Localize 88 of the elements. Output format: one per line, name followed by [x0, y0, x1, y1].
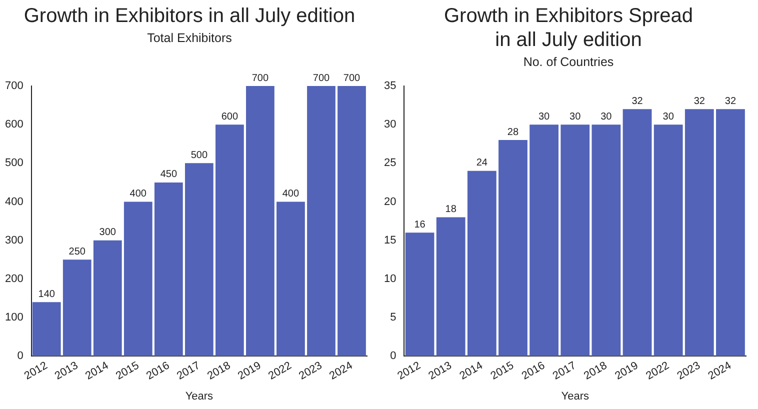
x-tick-label: 2017 — [550, 360, 578, 382]
bar — [62, 260, 92, 356]
bar — [32, 302, 61, 356]
x-tick-label: 2013 — [52, 360, 80, 382]
chart-title: Growth in Exhibitors in all July edition — [22, 4, 356, 28]
bar — [93, 240, 122, 356]
data-label: 500 — [190, 150, 208, 161]
y-tick-label: 15 — [384, 234, 396, 246]
y-tick-label: 10 — [384, 272, 396, 285]
bar — [276, 202, 305, 356]
y-tick-label: 25 — [384, 157, 396, 170]
y-tick-label: 100 — [4, 312, 24, 324]
x-tick-label: 2013 — [426, 360, 454, 382]
x-tick-label: 2015 — [488, 360, 516, 382]
x-tick-label: 2018 — [206, 360, 233, 382]
data-label: 24 — [476, 158, 488, 169]
bar — [436, 217, 466, 356]
bar — [530, 124, 558, 356]
data-label: 30 — [600, 111, 612, 122]
x-axis-title: Years — [185, 390, 214, 402]
x-tick-label: 2012 — [22, 360, 50, 382]
bar — [405, 232, 434, 356]
data-label: 32 — [724, 96, 736, 107]
data-label: 700 — [343, 72, 361, 84]
y-tick-label: 300 — [4, 234, 24, 246]
x-tick-label: 2022 — [644, 360, 672, 382]
data-label: 140 — [38, 288, 56, 300]
bar — [654, 124, 683, 356]
x-tick-label: 2023 — [675, 360, 702, 382]
x-tick-label: 2019 — [236, 360, 264, 382]
x-tick-label: 2014 — [458, 360, 485, 382]
data-label: 30 — [538, 111, 550, 122]
data-label: 400 — [282, 188, 300, 200]
y-tick-label: 700 — [4, 80, 24, 92]
data-label: 400 — [130, 188, 147, 200]
x-tick-label: 2023 — [297, 360, 324, 382]
bar — [467, 170, 496, 356]
bar — [124, 202, 152, 356]
y-tick-label: 400 — [4, 196, 24, 208]
bar — [338, 86, 366, 356]
x-tick-label: 2017 — [174, 360, 202, 382]
data-label: 30 — [662, 111, 674, 122]
chart-subtitle: Total Exhibitors — [146, 31, 233, 45]
x-tick-label: 2016 — [144, 360, 172, 382]
data-label: 16 — [414, 219, 426, 230]
y-tick-label: 200 — [4, 272, 24, 285]
x-tick-label: 2024 — [706, 360, 734, 382]
data-label: 450 — [160, 169, 178, 180]
x-tick-label: 2016 — [520, 360, 548, 382]
y-tick-label: 600 — [4, 118, 24, 131]
data-label: 28 — [507, 126, 519, 138]
bar — [592, 124, 621, 356]
x-tick-label: 2018 — [582, 360, 610, 382]
y-tick-label: 20 — [384, 196, 396, 208]
bar — [154, 182, 183, 356]
data-label: 32 — [632, 96, 644, 107]
x-tick-label: 2015 — [114, 360, 142, 382]
data-label: 18 — [445, 204, 457, 215]
y-tick-label: 500 — [4, 157, 24, 170]
bar — [498, 140, 528, 356]
bar — [184, 163, 214, 356]
data-label: 300 — [99, 227, 116, 238]
bar — [307, 86, 336, 356]
bar — [560, 124, 590, 356]
x-axis-title: Years — [561, 390, 590, 402]
x-tick-label: 2012 — [396, 360, 423, 382]
bar — [216, 124, 244, 356]
bar — [246, 86, 274, 356]
y-tick-label: 30 — [384, 118, 396, 131]
data-label: 250 — [68, 246, 86, 258]
bar — [684, 109, 714, 356]
data-label: 600 — [221, 111, 238, 122]
data-label: 32 — [694, 96, 706, 107]
data-label: 30 — [570, 111, 582, 122]
chart-subtitle: No. of Countries — [522, 55, 615, 69]
x-tick-label: 2022 — [266, 360, 294, 382]
y-tick-label: 5 — [390, 312, 396, 324]
y-tick-label: 0 — [17, 350, 24, 362]
data-label: 700 — [312, 72, 330, 84]
x-tick-label: 2019 — [613, 360, 640, 382]
y-tick-label: 0 — [390, 350, 396, 362]
data-label: 700 — [252, 72, 269, 84]
chart-title: Growth in Exhibitors Spread in all July edition — [442, 4, 694, 52]
bar — [716, 109, 745, 356]
y-tick-label: 35 — [384, 80, 396, 92]
bar — [622, 109, 652, 356]
x-tick-label: 2024 — [328, 360, 355, 382]
x-tick-label: 2014 — [83, 360, 111, 382]
